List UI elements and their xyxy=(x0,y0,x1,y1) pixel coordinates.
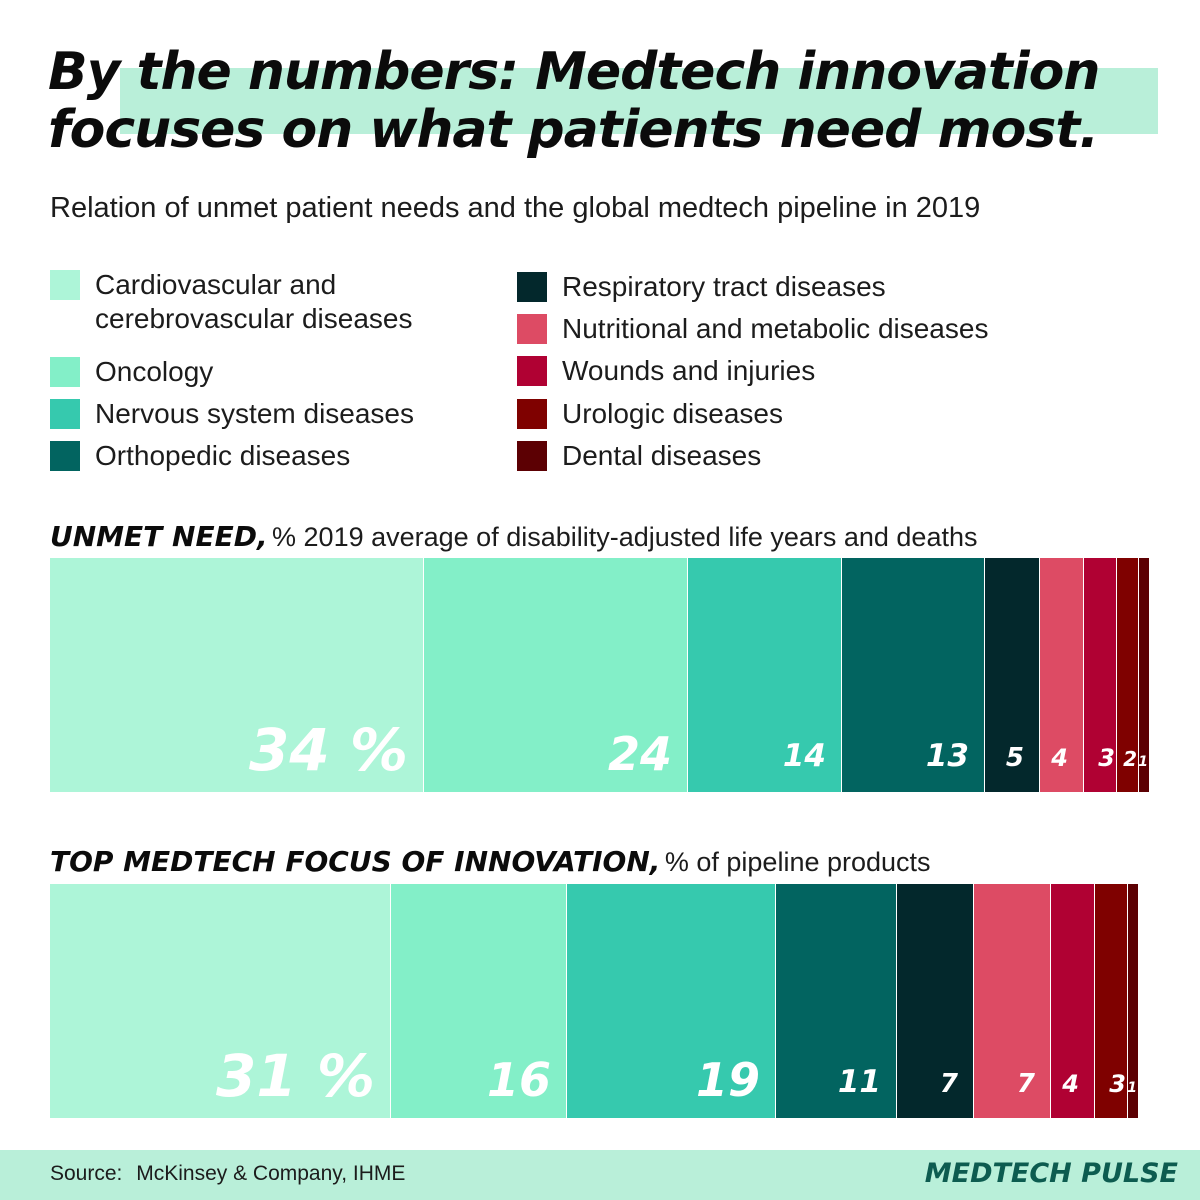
bar-value-label-9: 1 xyxy=(1138,754,1148,770)
unmet-need-stacked-bar: 34 % 24 14 13 5 4 3 2 1 xyxy=(50,558,1149,792)
legend-label: Nutritional and metabolic diseases xyxy=(562,313,989,344)
legend-swatch xyxy=(50,441,80,471)
bar-segment-4 xyxy=(842,558,984,792)
bar-segment-6 xyxy=(1040,558,1083,792)
bar-segment-2 xyxy=(391,884,566,1118)
bar-segment-5 xyxy=(985,558,1039,792)
legend-item-oncology: Oncology xyxy=(50,355,213,389)
legend-swatch xyxy=(517,272,547,302)
bar-value-label-8: 2 xyxy=(1123,747,1137,771)
bar-segment-1 xyxy=(50,558,423,792)
legend-item-dental: Dental diseases xyxy=(517,439,761,473)
legend-label: Dental diseases xyxy=(562,440,762,471)
legend-item-urologic: Urologic diseases xyxy=(517,397,783,431)
legend-swatch xyxy=(517,399,547,429)
legend-item-wounds: Wounds and injuries xyxy=(517,354,815,388)
bar-segment-8 xyxy=(1117,558,1138,792)
legend-swatch xyxy=(50,357,80,387)
legend-swatch xyxy=(517,441,547,471)
legend-label: Oncology xyxy=(95,356,214,387)
bar-segment-1 xyxy=(50,884,390,1118)
bar-segment-5 xyxy=(897,884,973,1118)
bar-segment-7 xyxy=(1084,558,1116,792)
bar-value-label-9: 1 xyxy=(1127,1080,1137,1096)
bar-value-label-7: 4 xyxy=(1061,1070,1079,1098)
unmet-need-heading-bold: UNMET NEED, xyxy=(50,520,268,553)
bar-value-label-4: 13 xyxy=(926,738,969,774)
source-value: McKinsey & Company, IHME xyxy=(136,1162,406,1185)
innovation-focus-heading-rest: % of pipeline products xyxy=(664,847,931,877)
bar-segment-8 xyxy=(1095,884,1127,1118)
bar-value-label-6: 4 xyxy=(1050,744,1068,772)
bar-value-label-1: 31 % xyxy=(216,1042,375,1110)
legend-item-respiratory: Respiratory tract diseases xyxy=(517,270,886,304)
chart-subtitle: Relation of unmet patient needs and the … xyxy=(50,192,981,224)
bar-segment-4 xyxy=(776,884,896,1118)
bar-value-label-3: 14 xyxy=(783,738,826,774)
legend-label: Orthopedic diseases xyxy=(95,440,351,471)
brand-logo: MEDTECH PULSE xyxy=(924,1158,1178,1189)
bar-value-label-5: 7 xyxy=(940,1069,959,1099)
innovation-focus-stacked-bar: 31 % 16 19 11 7 7 4 3 1 xyxy=(50,884,1138,1118)
legend-swatch xyxy=(50,270,80,300)
bar-segment-9 xyxy=(1128,884,1138,1118)
title-highlight xyxy=(120,68,1158,134)
bar-value-label-8: 3 xyxy=(1109,1070,1126,1098)
bar-segment-7 xyxy=(1051,884,1094,1118)
bar-segment-6 xyxy=(974,884,1050,1118)
bar-segment-3 xyxy=(688,558,841,792)
unmet-need-heading-rest: % 2019 average of disability-adjusted li… xyxy=(272,522,978,552)
legend-swatch xyxy=(517,314,547,344)
legend-label: Cardiovascular and cerebrovascular disea… xyxy=(95,269,413,334)
bar-value-label-4: 11 xyxy=(838,1064,881,1100)
bar-segment-9 xyxy=(1139,558,1149,792)
bar-value-label-5: 5 xyxy=(1006,743,1024,773)
source-label: Source: xyxy=(50,1162,123,1185)
bar-value-label-2: 24 xyxy=(608,727,672,781)
bar-value-label-2: 16 xyxy=(487,1053,551,1107)
legend-label: Urologic diseases xyxy=(562,398,783,429)
page-title-line-2: focuses on what patients need most. xyxy=(48,100,1099,160)
bar-value-label-1: 34 % xyxy=(249,716,408,784)
legend-swatch xyxy=(517,356,547,386)
legend-label: Wounds and injuries xyxy=(562,355,816,386)
unmet-need-heading: UNMET NEED, % 2019 average of disability… xyxy=(50,520,977,553)
legend-label: Nervous system diseases xyxy=(95,398,415,429)
footer-bar: Source: McKinsey & Company, IHME MEDTECH… xyxy=(0,1150,1200,1200)
legend-swatch xyxy=(50,399,80,429)
bar-value-label-6: 7 xyxy=(1017,1069,1036,1099)
legend-item-orthopedic: Orthopedic diseases xyxy=(50,439,350,473)
innovation-focus-heading-bold: TOP MEDTECH FOCUS OF INNOVATION, xyxy=(50,845,661,878)
legend-item-nervous-system: Nervous system diseases xyxy=(50,397,414,431)
bar-segment-3 xyxy=(567,884,775,1118)
bar-segment-2 xyxy=(424,558,687,792)
innovation-focus-heading: TOP MEDTECH FOCUS OF INNOVATION, % of pi… xyxy=(50,845,931,878)
bar-value-label-7: 3 xyxy=(1098,744,1115,772)
source-text: Source: McKinsey & Company, IHME xyxy=(50,1162,405,1186)
bar-value-label-3: 19 xyxy=(696,1053,760,1107)
legend-item-nutritional: Nutritional and metabolic diseases xyxy=(517,312,988,346)
legend-label: Respiratory tract diseases xyxy=(562,271,886,302)
page-title-line-1: By the numbers: Medtech innovation xyxy=(48,42,1100,102)
legend-item-cardiovascular: Cardiovascular and cerebrovascular disea… xyxy=(50,268,413,336)
